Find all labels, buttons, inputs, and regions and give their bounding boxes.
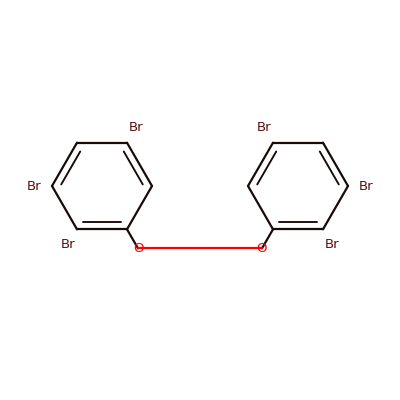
Text: O: O bbox=[133, 242, 143, 255]
Text: Br: Br bbox=[257, 121, 271, 134]
Text: Br: Br bbox=[27, 180, 41, 192]
Text: Br: Br bbox=[61, 238, 75, 251]
Text: O: O bbox=[257, 242, 267, 255]
Text: Br: Br bbox=[129, 121, 143, 134]
Text: Br: Br bbox=[359, 180, 373, 192]
Text: Br: Br bbox=[325, 238, 339, 251]
